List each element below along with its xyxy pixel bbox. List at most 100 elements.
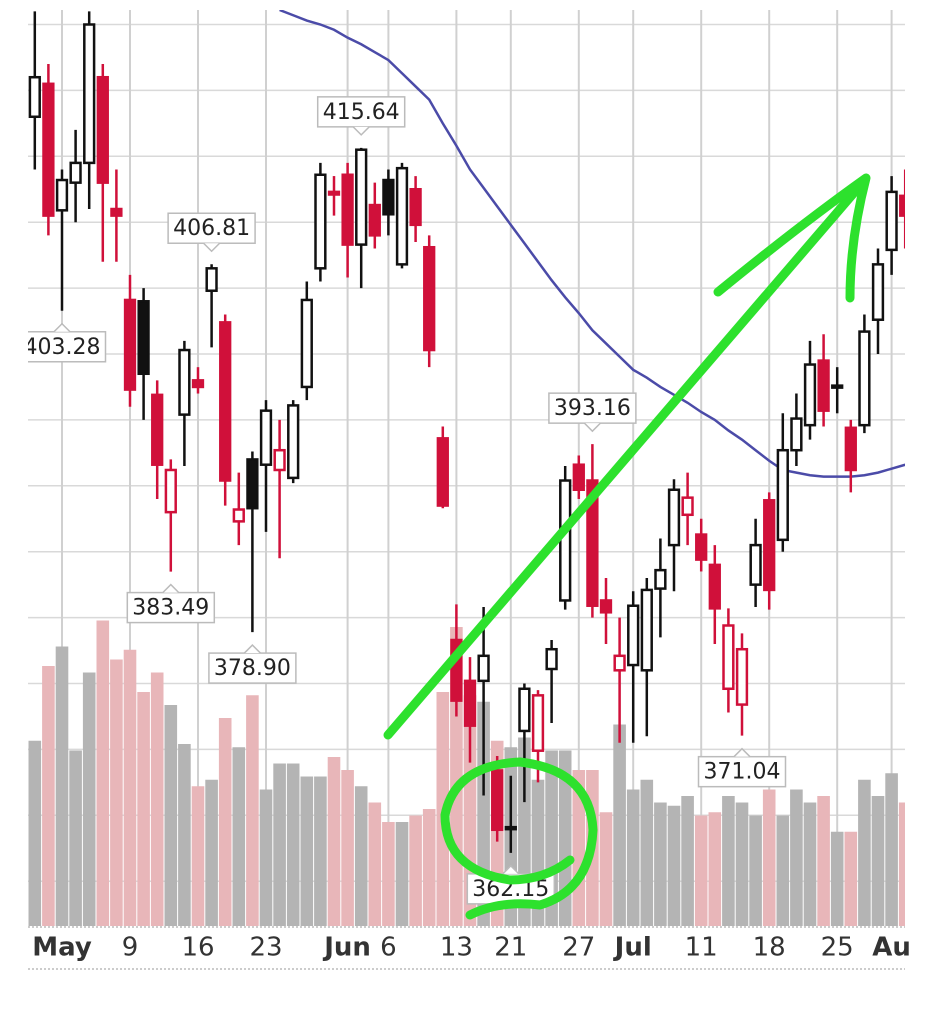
candle-body [436,437,449,507]
volume-bar [858,779,871,926]
price-layer [28,10,905,853]
x-axis: May 9 16 23 Jun 6 13 21 27 Jul 11 18 25 Au [28,926,911,970]
candle-body [803,363,817,427]
price-label-box [316,96,406,128]
axis-strip [28,927,905,969]
candle-body [423,245,436,352]
price-label: 406.81 [173,216,250,241]
candle-body [96,75,109,184]
candle-body [545,647,558,671]
moving-average [279,10,905,478]
candle-body [314,173,327,270]
volume-bar [354,786,368,926]
volume-bar [42,666,55,926]
candle-body [640,588,653,672]
volume-bar [654,802,667,926]
volume-bar [790,789,803,926]
volume-bar [69,750,82,926]
candle-body [395,166,409,266]
price-label-pointer [162,583,180,594]
candle-body [776,448,789,542]
price-label: 393.16 [554,396,631,421]
volume-bar [803,802,817,926]
candle-body [559,479,572,602]
candle-body [518,687,531,733]
volume-bar [409,815,422,926]
candle-body [55,178,69,212]
candle-body [749,543,762,586]
volume-bar [762,789,776,926]
volume-bar [368,802,382,926]
volume-bar [123,649,137,926]
volume-bar [722,796,735,926]
annotation [383,173,871,920]
price-label: 383.49 [132,596,209,621]
candle-body [382,178,395,216]
candle-body [613,654,626,672]
price-label-pointer [203,242,221,253]
candle-body [844,426,857,472]
volume-bar [749,815,762,926]
price-label-pointer [733,747,751,758]
volume-bar [205,779,218,926]
volume-layer [28,620,905,926]
candle-body [817,359,830,412]
candle-body [123,298,137,391]
candle-body [599,599,613,614]
x-tick-label: 13 [440,933,473,963]
candle-body [42,82,55,217]
candle-body [858,330,871,427]
candle-body [695,533,708,561]
candle-body [368,203,381,237]
volume-bar [327,757,341,926]
volume-bar [898,802,905,926]
volume-bar [735,802,749,926]
volume-bar [558,750,572,926]
volume-bar [137,692,150,926]
volume-bar [708,812,722,926]
candle-body [477,654,490,683]
volume-bar [382,822,395,926]
arrow-line [383,175,870,740]
candle-body [899,194,905,217]
volume-bar [694,815,708,926]
candle-body [491,769,504,832]
candle-body [722,624,735,691]
volume-bar [110,659,123,926]
label-layer: 406.81415.64393.16403.28383.49378.90362.… [28,96,787,905]
price-label-box [697,755,787,788]
candle-body [885,190,898,252]
volume-bar [681,796,694,926]
x-tick-label: 18 [753,933,786,963]
x-tick-label: Jul [613,933,652,963]
candle-body [790,417,803,452]
candle-body [69,161,82,184]
candle-body [355,148,368,246]
x-tick-label: 25 [821,933,854,963]
price-label: 415.64 [323,100,400,125]
price-label-box [208,652,297,684]
candle-body [667,488,681,547]
volume-bar [218,718,232,926]
volume-bar [55,646,69,926]
price-label-pointer [243,644,261,654]
x-tick-label: Au [872,933,911,963]
volume-bar [626,789,640,926]
volume-bar [232,747,246,926]
volume-bar [830,831,844,926]
candle-body [586,479,599,607]
volume-bar [286,763,300,926]
volume-bar [341,770,354,926]
candle-body [654,568,667,590]
arrow-head [713,173,871,303]
candle-body [259,409,273,466]
candle-body [327,190,341,196]
volume-bar [885,773,898,926]
volume-bar [28,740,42,926]
candle-body [164,468,177,514]
candle-body [137,300,150,376]
x-tick-label: 21 [494,933,527,963]
volume-bar [96,620,110,926]
